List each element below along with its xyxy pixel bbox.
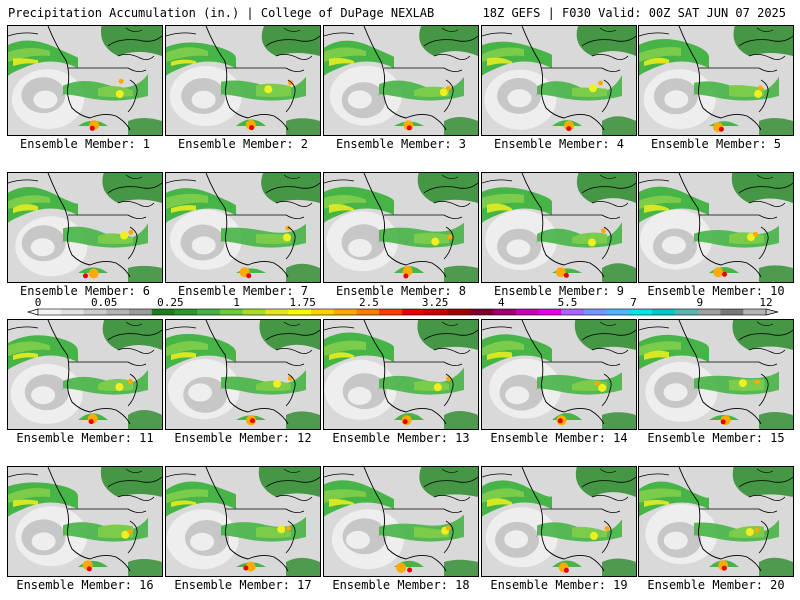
ensemble-member-map (7, 25, 163, 136)
colorbar-swatch (288, 309, 312, 315)
ensemble-member-map (323, 466, 479, 577)
colorbar-swatch (83, 309, 107, 315)
ensemble-member-label: Ensemble Member: 9 (493, 284, 625, 298)
ensemble-member-label: Ensemble Member: 3 (335, 137, 467, 151)
ensemble-member-map (165, 172, 321, 283)
ensemble-member-map (323, 172, 479, 283)
colorbar-tick-label: 3.25 (422, 296, 449, 309)
ensemble-member-map (165, 25, 321, 136)
colorbar-tick-label: 0.25 (157, 296, 184, 309)
colorbar-swatch (629, 309, 653, 315)
ensemble-member-label: Ensemble Member: 15 (647, 431, 785, 445)
ensemble-member-label: Ensemble Member: 19 (490, 578, 628, 592)
precipitation-colorbar: 0 0.05 0.25 1 1.75 2.5 3.25 4 5.5 7 9 12 (26, 296, 779, 316)
colorbar-outline (37, 308, 767, 316)
ensemble-member-map (323, 25, 479, 136)
ensemble-member-map (7, 172, 163, 283)
ensemble-member-label: Ensemble Member: 10 (647, 284, 785, 298)
colorbar-swatch (106, 309, 130, 315)
ensemble-member-label: Ensemble Member: 1 (19, 137, 151, 151)
ensemble-member-map (323, 319, 479, 430)
colorbar-swatch (220, 309, 244, 315)
colorbar-swatch (151, 309, 175, 315)
header-title: Precipitation Accumulation (in.) | Colle… (8, 6, 435, 20)
colorbar-swatch (493, 309, 517, 315)
ensemble-member-label: Ensemble Member: 16 (16, 578, 154, 592)
colorbar-min-arrow (26, 308, 39, 316)
ensemble-member-label: Ensemble Member: 20 (647, 578, 785, 592)
ensemble-member-label: Ensemble Member: 8 (335, 284, 467, 298)
colorbar-swatch (265, 309, 289, 315)
colorbar-swatch (174, 309, 198, 315)
colorbar-tick-label: 4 (498, 296, 505, 309)
ensemble-member-label: Ensemble Member: 12 (174, 431, 312, 445)
ensemble-member-map (165, 319, 321, 430)
colorbar-tick-label: 2.5 (359, 296, 379, 309)
colorbar-tick-label: 0 (35, 296, 42, 309)
ensemble-member-label: Ensemble Member: 13 (332, 431, 470, 445)
colorbar-swatch (60, 309, 84, 315)
colorbar-tick-label: 1.75 (289, 296, 316, 309)
ensemble-member-map (481, 25, 637, 136)
ensemble-member-map (7, 466, 163, 577)
colorbar-swatch (356, 309, 380, 315)
colorbar-swatch (129, 309, 153, 315)
colorbar-swatch (311, 309, 335, 315)
ensemble-member-map (638, 466, 794, 577)
ensemble-member-map (638, 25, 794, 136)
colorbar-swatch (333, 309, 357, 315)
colorbar-swatch (697, 309, 721, 315)
ensemble-member-map (481, 172, 637, 283)
colorbar-swatch (402, 309, 426, 315)
colorbar-tick-label: 5.5 (558, 296, 578, 309)
ensemble-member-map (165, 466, 321, 577)
colorbar-swatch (197, 309, 221, 315)
colorbar-tick-label: 0.05 (91, 296, 118, 309)
ensemble-member-label: Ensemble Member: 17 (174, 578, 312, 592)
ensemble-member-label: Ensemble Member: 4 (493, 137, 625, 151)
colorbar-tick-label: 1 (233, 296, 240, 309)
ensemble-member-label: Ensemble Member: 7 (177, 284, 309, 298)
colorbar-swatch (720, 309, 744, 315)
colorbar-swatch (424, 309, 448, 315)
colorbar-swatch (515, 309, 539, 315)
colorbar-swatch (447, 309, 471, 315)
colorbar-swatch (652, 309, 676, 315)
colorbar-swatch (675, 309, 699, 315)
colorbar-swatch (38, 309, 62, 315)
ensemble-member-label: Ensemble Member: 6 (19, 284, 151, 298)
ensemble-member-label: Ensemble Member: 11 (16, 431, 154, 445)
colorbar-swatch (470, 309, 494, 315)
colorbar-tick-label: 12 (759, 296, 772, 309)
ensemble-member-map (638, 172, 794, 283)
ensemble-member-label: Ensemble Member: 5 (650, 137, 782, 151)
colorbar-swatch (538, 309, 562, 315)
colorbar-swatch (561, 309, 585, 315)
ensemble-member-map (481, 319, 637, 430)
colorbar-tick-label: 7 (630, 296, 637, 309)
ensemble-member-label: Ensemble Member: 18 (332, 578, 470, 592)
colorbar-swatch (584, 309, 608, 315)
ensemble-member-map (638, 319, 794, 430)
colorbar-swatch (379, 309, 403, 315)
header-run-info: 18Z GEFS | F030 Valid: 00Z SAT JUN 07 20… (482, 6, 786, 20)
colorbar-max-arrow (765, 308, 779, 316)
colorbar-swatch (606, 309, 630, 315)
colorbar-swatch (242, 309, 266, 315)
colorbar-swatch (743, 309, 767, 315)
ensemble-member-map (7, 319, 163, 430)
ensemble-member-label: Ensemble Member: 2 (177, 137, 309, 151)
colorbar-tick-label: 9 (696, 296, 703, 309)
ensemble-member-map (481, 466, 637, 577)
ensemble-member-label: Ensemble Member: 14 (490, 431, 628, 445)
